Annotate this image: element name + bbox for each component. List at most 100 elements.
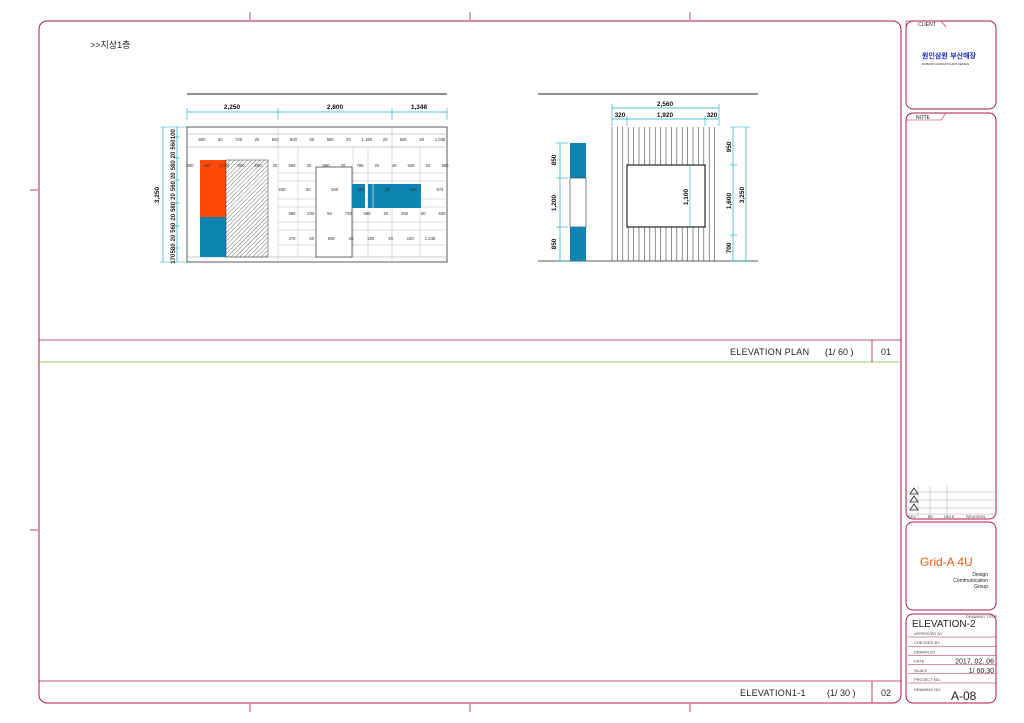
panel1-title: ELEVATION PLAN [730, 347, 809, 357]
front-left-segment-label: 100 [171, 129, 177, 140]
front-dim-label: 230 [279, 187, 287, 192]
front-dim-label: 974 [437, 187, 445, 192]
note-box [905, 112, 997, 520]
hatched-panel [225, 159, 269, 258]
side-right-part-3: 700 [726, 242, 733, 253]
front-left-segment-label: 20 [171, 213, 177, 220]
rev-header-revision: REVISION [966, 514, 985, 519]
drawing-title: ELEVATION-2 [912, 619, 976, 630]
front-dim-label: 20 [307, 163, 312, 168]
company-line-2: Communication [953, 578, 988, 584]
front-dim-label: 500 [272, 137, 280, 142]
side-elevation: 2,560 320 1,920 320 850 1,200 850 1,100 … [538, 93, 758, 262]
front-dim-label: 450 [401, 211, 409, 216]
company-name: Grid-A 4U [920, 555, 973, 569]
front-dim-label: 550 [327, 137, 335, 142]
front-left-segment-label: 20 [171, 193, 177, 200]
front-dim-label: 1,038 [435, 137, 446, 142]
front-left-segment-label: 580 [171, 243, 177, 254]
front-dim-label: 20 [426, 163, 431, 168]
front-dim-label: 150 [407, 236, 415, 241]
side-right-part-2: 1,600 [726, 192, 733, 209]
front-dim-label: 948 [408, 163, 416, 168]
front-dim-label: 1,030 [219, 163, 230, 168]
front-dim-label: 260 [255, 163, 263, 168]
front-dim-label: 730 [345, 211, 353, 216]
front-top-dim-1: 2,250 [224, 104, 241, 111]
front-dim-label: 20 [346, 137, 351, 142]
front-dim-label: 980 [289, 211, 297, 216]
front-top-dim-3: 1,348 [411, 104, 428, 111]
company-line-3: Group [974, 584, 988, 590]
front-left-segment-label: 20 [171, 234, 177, 241]
company-box [905, 521, 997, 611]
front-dim-label: 600 [331, 187, 339, 192]
side-window [626, 164, 706, 228]
front-dim-label: 580 [328, 236, 336, 241]
front-top-dim-2: 2,800 [327, 104, 344, 111]
front-dim-label: 580 [364, 211, 372, 216]
note-header: NOTE [916, 115, 931, 121]
field-label: PROJECT NO. [914, 677, 941, 682]
front-dim-label: 50 [421, 211, 426, 216]
front-left-total: 3,250 [154, 186, 161, 203]
drawing-no: A-08 [951, 689, 977, 703]
front-dim-label: 20 [349, 236, 354, 241]
side-top-part-3: 320 [707, 112, 718, 119]
panel2-number: 02 [881, 688, 891, 698]
front-left-segment-label: 170 [171, 253, 177, 264]
client-sub: ROBOW CHOSUN SHOP DESIGN [922, 62, 969, 66]
front-left-segment-label: 580 [171, 160, 177, 171]
front-dim-label: 640 [439, 211, 447, 216]
rev-header-date: DATE [944, 514, 955, 519]
front-dim-label: 580 [400, 137, 408, 142]
client-header: CLIENT [918, 22, 936, 28]
field-label: CHECKED BY [914, 640, 940, 645]
front-dim-label: 20 [385, 187, 390, 192]
field-label: DATE [914, 659, 925, 664]
front-dim-label: 20 [388, 236, 393, 241]
front-dim-label: 1,248 [425, 236, 436, 241]
front-left-segment-label: 580 [171, 201, 177, 212]
front-dim-label: 50 [419, 137, 424, 142]
front-dim-label: 20 [255, 137, 260, 142]
front-dim-label: 20 [383, 137, 388, 142]
front-dim-label: 380 [442, 163, 450, 168]
front-dim-label: 600 [204, 163, 212, 168]
field-label: APPROVED BY [914, 631, 943, 636]
drawing-title-label: DRAWING TITLE [966, 614, 997, 619]
panel1-scale: (1/ 60 ) [825, 347, 854, 357]
panel2-title: ELEVATION1-1 [740, 688, 806, 698]
front-left-segment-label: 560 [171, 180, 177, 191]
side-top-part-2: 1,920 [657, 112, 674, 119]
front-dim-label: 20 [341, 163, 346, 168]
teal-panel-mid-1 [352, 184, 365, 208]
front-dim-label: 50 [309, 137, 314, 142]
front-dim-label: 50 [309, 236, 314, 241]
front-dim-label: 40 [392, 163, 397, 168]
front-dim-label: 820 [410, 187, 418, 192]
front-elevation: 2,250 2,800 1,348 3,250 1705802056020580… [154, 93, 450, 264]
side-column-top [570, 143, 586, 178]
side-left-part-1: 850 [551, 154, 558, 165]
front-dim-label: 500 [358, 187, 366, 192]
front-dim-label: 730 [235, 137, 243, 142]
front-dim-label: 300 [187, 163, 195, 168]
side-top-part-1: 320 [615, 112, 626, 119]
title-block: CLIENT 원인삼원 부산매장 ROBOW CHOSUN SHOP DESIG… [905, 20, 997, 704]
rev-header-rev: REV [908, 514, 917, 519]
side-right-part-1: 950 [726, 141, 733, 152]
margin-ticks [30, 12, 691, 712]
field-label: DRAWN BY [914, 649, 936, 654]
orange-panel [200, 160, 226, 217]
front-dim-label: 50 [218, 137, 223, 142]
side-left-part-3: 850 [551, 238, 558, 249]
front-left-segment-label: 560 [171, 139, 177, 150]
front-dim-label: 880 [323, 163, 331, 168]
front-dim-label: 550 [289, 163, 297, 168]
front-dim-label: 1,190 [362, 137, 373, 142]
drawing-no-label: DRAWING NO. [914, 687, 941, 692]
field-value: 1/ 60,30 [969, 668, 994, 675]
